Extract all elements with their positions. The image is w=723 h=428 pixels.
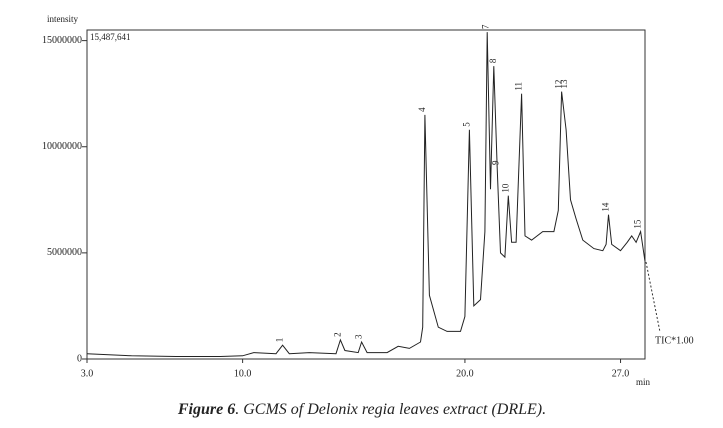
tic-trace bbox=[86, 32, 646, 357]
peak-label: 4 bbox=[417, 107, 427, 112]
y-axis-label: intensity bbox=[47, 14, 78, 24]
x-tick-label: 10.0 bbox=[234, 368, 252, 379]
peak-label: 13 bbox=[559, 79, 569, 89]
y-tick-label: 10000000 bbox=[42, 141, 82, 152]
caption-label: Figure 6 bbox=[177, 401, 235, 418]
peak-label: 11 bbox=[514, 82, 524, 91]
peak-label: 5 bbox=[461, 122, 471, 127]
caption: Figure 6. GCMS of Delonix regia leaves e… bbox=[177, 401, 546, 418]
y-tick-label: 5000000 bbox=[47, 247, 82, 258]
y-tick-label: 15000000 bbox=[42, 35, 82, 46]
x-tick-label: 3.0 bbox=[81, 368, 94, 379]
peak-label: 8 bbox=[488, 58, 498, 63]
peak-label: 12 bbox=[554, 80, 564, 89]
peak-label: 14 bbox=[601, 202, 611, 212]
max-intensity-label: 15,487,641 bbox=[90, 32, 131, 42]
trace-pointer bbox=[645, 261, 661, 333]
trace-label: TIC*1.00 bbox=[655, 335, 694, 346]
peak-label: 3 bbox=[354, 334, 364, 339]
peak-label: 10 bbox=[500, 183, 510, 193]
peak-label: 9 bbox=[490, 160, 500, 165]
plot-frame bbox=[86, 29, 646, 360]
caption-text: . GCMS of Delonix regia leaves extract (… bbox=[235, 401, 546, 418]
x-tick-label: 27.0 bbox=[612, 368, 630, 379]
peak-label: 15 bbox=[633, 219, 643, 229]
peak-label: 2 bbox=[332, 332, 342, 337]
x-axis-label: min bbox=[636, 377, 651, 387]
peak-label: 7 bbox=[480, 24, 490, 29]
y-tick-label: 0 bbox=[77, 353, 82, 364]
peak-label: 1 bbox=[275, 338, 285, 343]
x-tick-label: 20.0 bbox=[456, 368, 474, 379]
